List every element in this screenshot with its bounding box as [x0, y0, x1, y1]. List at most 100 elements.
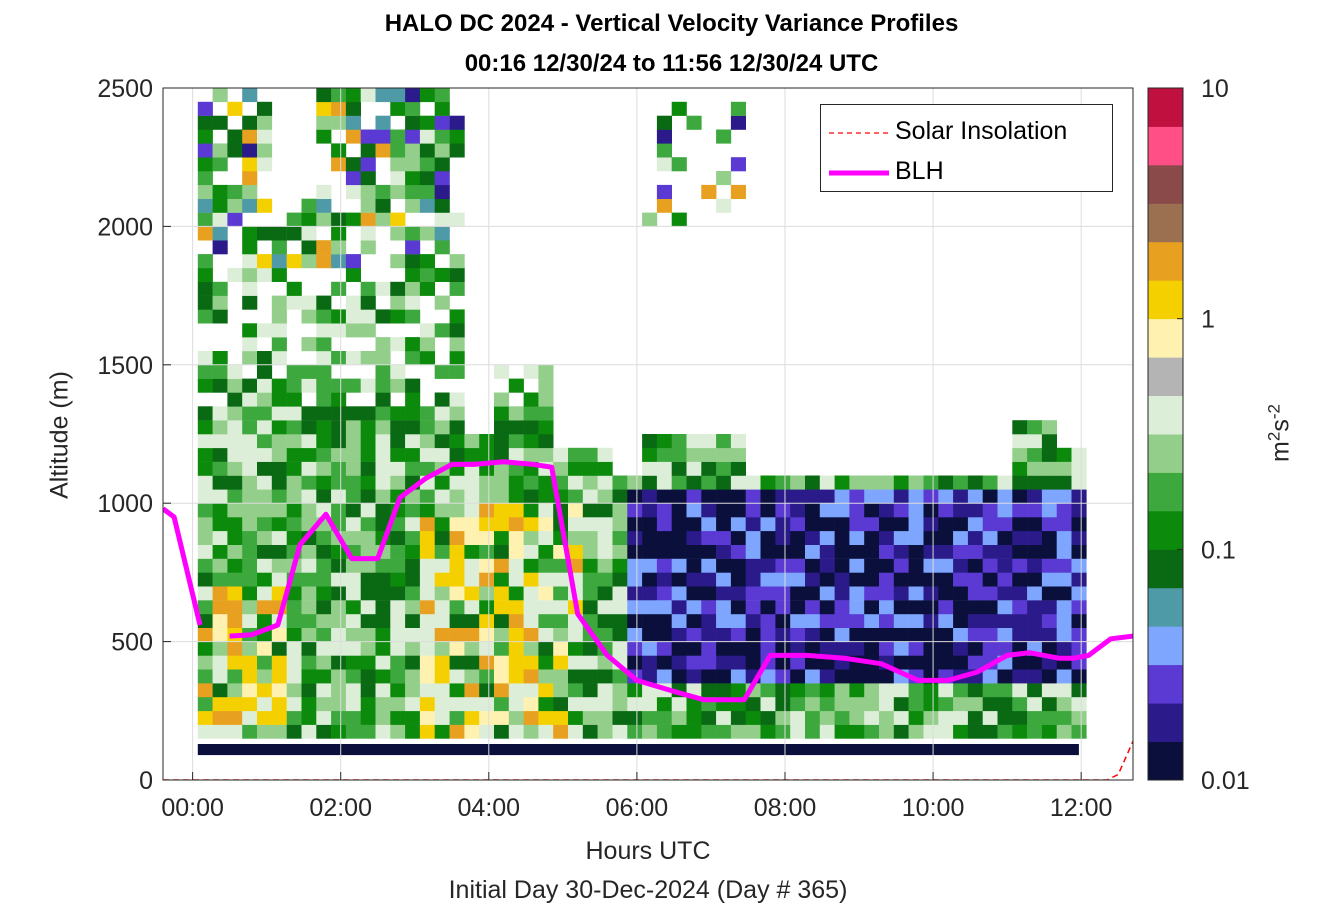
heatmap-cell	[923, 572, 939, 587]
heatmap-cell	[494, 447, 510, 462]
heatmap-cell	[938, 503, 954, 518]
heatmap-cell	[627, 710, 643, 725]
heatmap-cell	[582, 600, 598, 615]
heatmap-cell	[197, 406, 213, 421]
heatmap-cell	[316, 558, 332, 573]
heatmap-cell	[316, 392, 332, 407]
heatmap-cell	[1027, 600, 1043, 615]
heatmap-cell	[730, 586, 746, 601]
heatmap-cell	[197, 226, 213, 241]
heatmap-cell	[227, 434, 243, 449]
heatmap-cell	[923, 613, 939, 628]
heatmap-cell	[716, 586, 732, 601]
heatmap-cell	[405, 558, 421, 573]
heatmap-cell	[1012, 710, 1028, 725]
heatmap-cell	[227, 530, 243, 545]
heatmap-cell	[375, 143, 391, 158]
heatmap-cell	[434, 586, 450, 601]
heatmap-cell	[553, 627, 569, 642]
heatmap-cell	[271, 267, 287, 282]
heatmap-cell	[879, 641, 895, 656]
heatmap-cell	[464, 600, 480, 615]
heatmap-cell	[375, 364, 391, 379]
heatmap-cell	[242, 198, 258, 213]
heatmap-cell	[449, 212, 465, 227]
heatmap-cell	[642, 475, 658, 490]
heatmap-cell	[508, 558, 524, 573]
heatmap-cell	[967, 558, 983, 573]
heatmap-cell	[671, 697, 687, 712]
heatmap-cell	[627, 641, 643, 656]
heatmap-cell	[1027, 669, 1043, 684]
heatmap-cell	[1027, 724, 1043, 739]
heatmap-cell	[360, 655, 376, 670]
heatmap-cell	[1012, 475, 1028, 490]
heatmap-cell	[760, 503, 776, 518]
heatmap-cell	[257, 447, 273, 462]
heatmap-cell	[834, 613, 850, 628]
colorbar-segment	[1148, 241, 1183, 281]
heatmap-cell	[390, 157, 406, 172]
heatmap-cell	[375, 683, 391, 698]
heatmap-cell	[271, 503, 287, 518]
heatmap-cell	[390, 434, 406, 449]
heatmap-cell	[434, 115, 450, 130]
heatmap-cell	[834, 641, 850, 656]
heatmap-cell	[582, 697, 598, 712]
heatmap-cell	[197, 184, 213, 199]
heatmap-cell	[434, 447, 450, 462]
heatmap-cell	[1041, 517, 1057, 532]
heatmap-cell	[775, 669, 791, 684]
heatmap-cell	[1071, 669, 1087, 684]
heatmap-cell	[582, 461, 598, 476]
heatmap-cell	[656, 461, 672, 476]
heatmap-cell	[375, 697, 391, 712]
heatmap-cell	[345, 586, 361, 601]
heatmap-cell	[316, 600, 332, 615]
heatmap-cell	[701, 669, 717, 684]
heatmap-cell	[819, 558, 835, 573]
heatmap-cell	[419, 697, 435, 712]
heatmap-cell	[538, 613, 554, 628]
heatmap-cell	[227, 683, 243, 698]
heatmap-cell	[1056, 724, 1072, 739]
heatmap-cell	[494, 489, 510, 504]
heatmap-cell	[582, 683, 598, 698]
heatmap-cell	[997, 503, 1013, 518]
heatmap-cell	[538, 724, 554, 739]
heatmap-cell	[345, 267, 361, 282]
heatmap-cell	[434, 558, 450, 573]
heatmap-cell	[1056, 572, 1072, 587]
heatmap-cell	[805, 530, 821, 545]
heatmap-cell	[523, 447, 539, 462]
heatmap-cell	[390, 641, 406, 656]
heatmap-cell	[197, 744, 1079, 756]
heatmap-cell	[331, 101, 347, 116]
heatmap-cell	[642, 586, 658, 601]
heatmap-cell	[301, 364, 317, 379]
heatmap-cell	[419, 434, 435, 449]
heatmap-cell	[345, 697, 361, 712]
heatmap-cell	[257, 600, 273, 615]
heatmap-cell	[257, 697, 273, 712]
heatmap-cell	[301, 724, 317, 739]
heatmap-cell	[464, 544, 480, 559]
heatmap-cell	[212, 184, 228, 199]
heatmap-cell	[257, 406, 273, 421]
heatmap-cell	[227, 600, 243, 615]
heatmap-cell	[345, 115, 361, 130]
heatmap-cell	[834, 475, 850, 490]
heatmap-cell	[523, 641, 539, 656]
heatmap-cell	[375, 184, 391, 199]
heatmap-cell	[568, 544, 584, 559]
heatmap-cell	[597, 461, 613, 476]
heatmap-cell	[212, 503, 228, 518]
heatmap-cell	[479, 627, 495, 642]
solar-insolation-line	[163, 740, 1133, 780]
heatmap-cell	[301, 378, 317, 393]
heatmap-cell	[538, 406, 554, 421]
heatmap-cell	[760, 572, 776, 587]
heatmap-cell	[508, 475, 524, 490]
heatmap-cell	[301, 572, 317, 587]
